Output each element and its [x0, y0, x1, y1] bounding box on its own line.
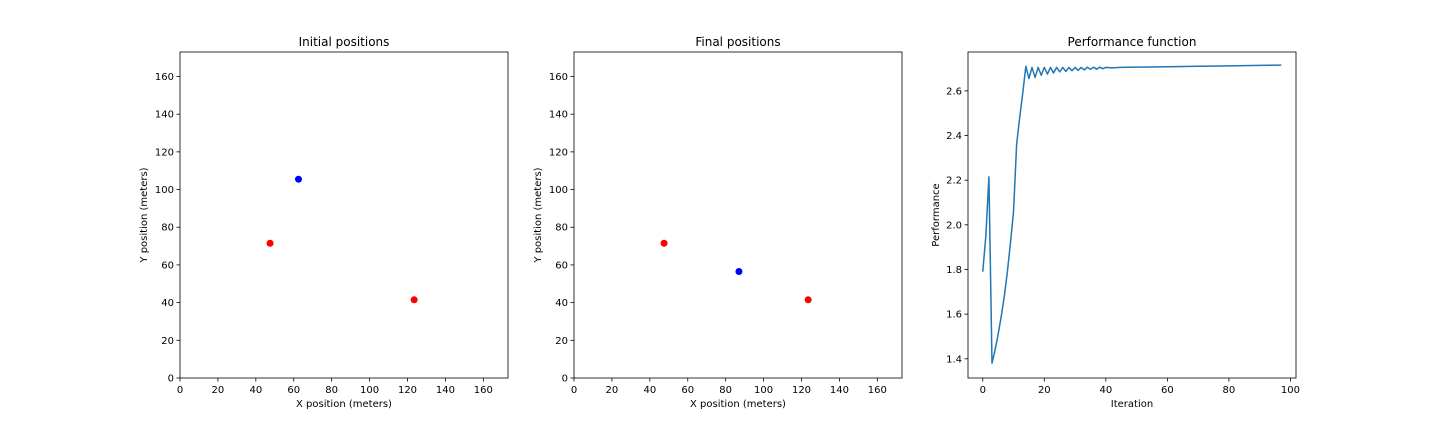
performance-function-ytick-label: 1.4: [946, 354, 962, 365]
xlabel-final-positions: X position (meters): [690, 399, 786, 410]
initial-positions-xtick-label: 160: [474, 385, 493, 396]
initial-positions-xtick-label: 0: [177, 385, 183, 396]
axes-frame-final-positions: [573, 51, 903, 379]
final-positions-ytick-label: 0: [562, 374, 568, 385]
performance-function-series-line: [982, 64, 1282, 365]
initial-positions-xtick-label: 20: [212, 385, 225, 396]
performance-function-ytick-label: 2.0: [946, 220, 962, 231]
final-positions-point: [660, 239, 668, 247]
performance-function-ytick-label: 2.4: [946, 131, 962, 142]
performance-function-ytick-label: 1.8: [946, 265, 962, 276]
ylabel-final-positions: Y position (meters): [533, 167, 544, 263]
axes-frame-initial-positions: [179, 51, 509, 379]
performance-function-xtick-label: 0: [980, 385, 986, 396]
final-positions-xtick-label: 40: [643, 385, 656, 396]
xlabel-initial-positions: X position (meters): [296, 399, 392, 410]
initial-positions-xtick-label: 120: [398, 385, 417, 396]
title-initial-positions: Initial positions: [299, 35, 390, 49]
initial-positions-ytick-label: 40: [161, 298, 174, 309]
final-positions-xtick-label: 100: [754, 385, 773, 396]
final-positions-ytick-label: 100: [549, 185, 568, 196]
initial-positions-point: [294, 175, 302, 183]
axes-frame-performance-function: [967, 51, 1297, 379]
initial-positions-ytick-label: 20: [161, 336, 174, 347]
title-final-positions: Final positions: [695, 35, 780, 49]
final-positions-ytick-label: 80: [555, 223, 568, 234]
initial-positions-xtick-label: 40: [249, 385, 262, 396]
performance-function-xtick-label: 20: [1038, 385, 1051, 396]
performance-function-xtick-label: 60: [1161, 385, 1174, 396]
panel-initial-positions: Initial positions 0 20 40 60 80 100 120 140 1600…: [139, 35, 509, 410]
final-positions-ytick-label: 140: [549, 110, 568, 121]
performance-function-xtick-label: 80: [1223, 385, 1236, 396]
final-positions-ytick-label: 40: [555, 298, 568, 309]
final-positions-xtick-label: 60: [681, 385, 694, 396]
final-positions-ytick-label: 160: [549, 72, 568, 83]
plot-area-final-positions: 0 20 40 60 80 100 120 140 160 0 20 40 60 80 100 120 140 1…: [549, 72, 887, 396]
initial-positions-xtick-label: 80: [325, 385, 338, 396]
final-positions-ytick-label: 20: [555, 336, 568, 347]
initial-positions-xtick-label: 100: [360, 385, 379, 396]
performance-function-ytick-label: 1.6: [946, 310, 962, 321]
initial-positions-ytick-label: 0: [168, 374, 174, 385]
initial-positions-xtick-label: 60: [287, 385, 300, 396]
final-positions-xtick-label: 140: [830, 385, 849, 396]
performance-function-ytick-label: 2.6: [946, 86, 962, 97]
panel-final-positions: Final positions 0 20 40 60 80 100 120 140 160 0 20…: [533, 35, 903, 410]
performance-function-xtick-label: 100: [1281, 385, 1300, 396]
ylabel-performance-function: Performance: [931, 183, 942, 246]
performance-function-ytick-label: 2.2: [946, 176, 962, 187]
initial-positions-ytick-label: 120: [155, 147, 174, 158]
initial-positions-ytick-label: 100: [155, 185, 174, 196]
final-positions-ytick-label: 120: [549, 147, 568, 158]
final-positions-xtick-label: 20: [606, 385, 619, 396]
performance-function-xtick-label: 40: [1099, 385, 1112, 396]
final-positions-ytick-label: 60: [555, 260, 568, 271]
initial-positions-ytick-label: 140: [155, 110, 174, 121]
initial-positions-ytick-label: 60: [161, 260, 174, 271]
initial-positions-xtick-label: 140: [436, 385, 455, 396]
plot-area-initial-positions: 0 20 40 60 80 100 120 140 160 0 20 40 60 80 100 120 140 1…: [155, 72, 493, 396]
final-positions-xtick-label: 160: [868, 385, 887, 396]
final-positions-xtick-label: 120: [792, 385, 811, 396]
final-positions-xtick-label: 80: [719, 385, 732, 396]
initial-positions-point: [266, 239, 274, 247]
ylabel-initial-positions: Y position (meters): [139, 167, 150, 263]
title-performance-function: Performance function: [1068, 35, 1197, 49]
panel-performance-function: Performance function 0 20 40 60 80 100 1.4 1.6 1…: [931, 35, 1300, 410]
final-positions-xtick-label: 0: [571, 385, 577, 396]
final-positions-point: [804, 296, 812, 304]
initial-positions-ytick-label: 160: [155, 72, 174, 83]
initial-positions-point: [410, 296, 418, 304]
xlabel-performance-function: Iteration: [1111, 399, 1153, 410]
plot-area-performance-function: 0 20 40 60 80 100 1.4 1.6 1.8 2.0 2.2 2.4 2.6: [946, 64, 1300, 396]
initial-positions-ytick-label: 80: [161, 223, 174, 234]
final-positions-point: [735, 268, 743, 276]
